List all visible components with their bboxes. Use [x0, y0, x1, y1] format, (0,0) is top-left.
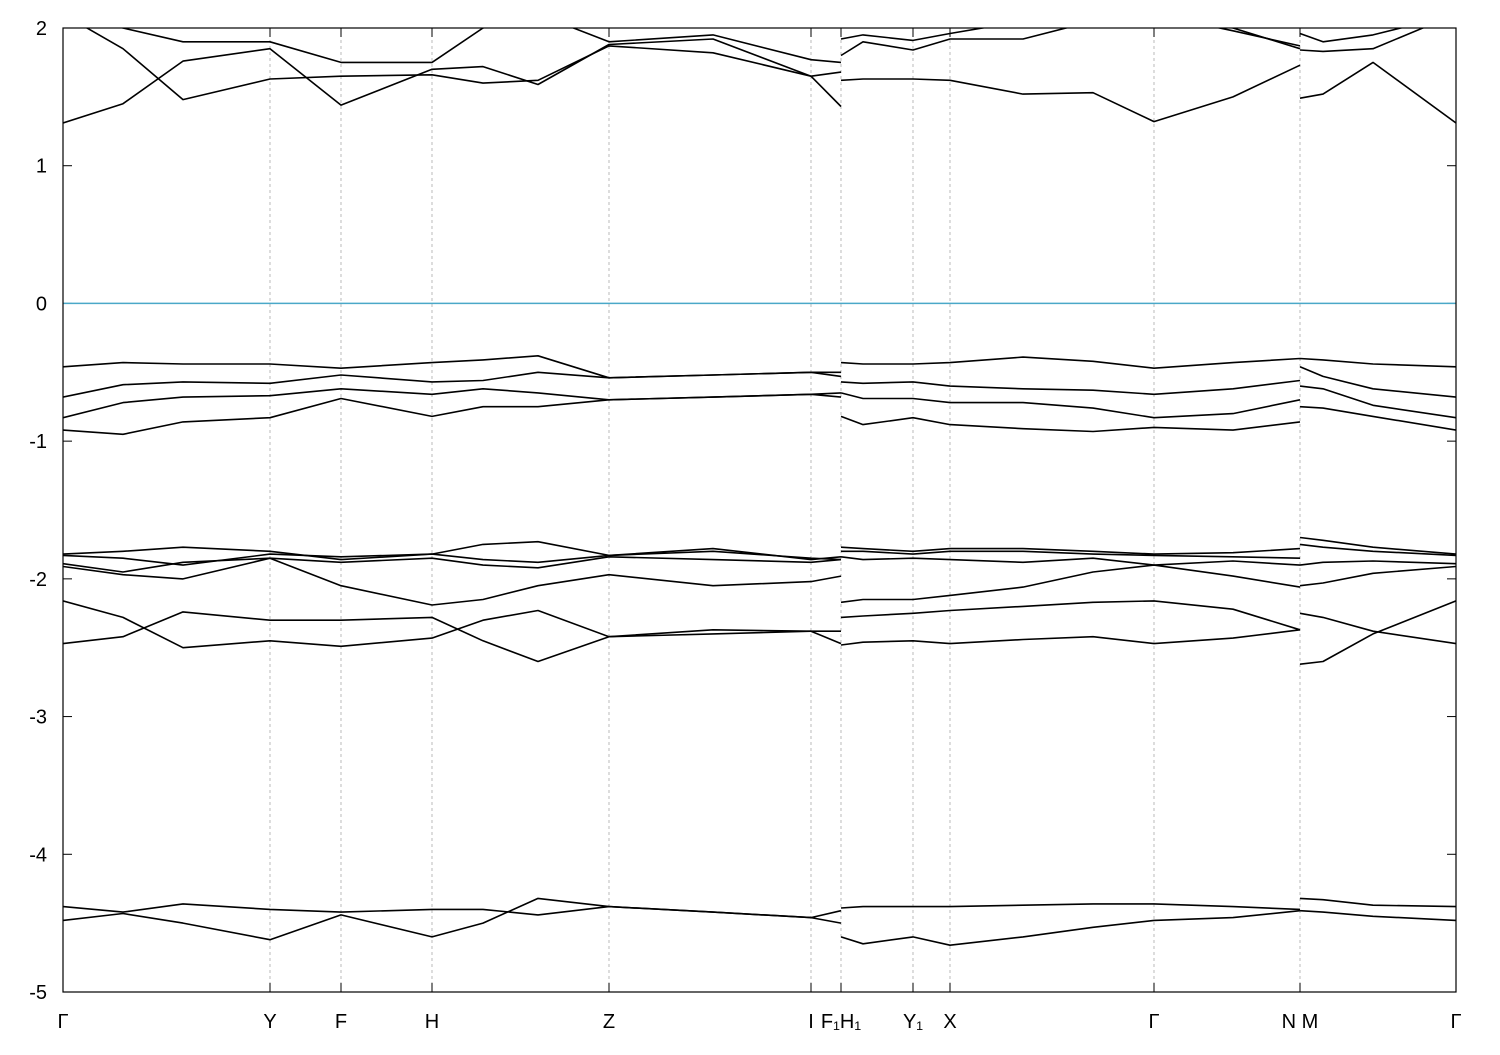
- band-line: [63, 393, 1456, 436]
- band-line: [63, 557, 1456, 606]
- y-tick-label: -4: [29, 844, 47, 866]
- x-tick-label: Y: [263, 1011, 276, 1033]
- band-line: [63, 903, 1456, 924]
- band-line: [63, 556, 1456, 573]
- y-tick-label: 1: [36, 156, 47, 178]
- x-tick-label: Γ: [1450, 1011, 1461, 1033]
- x-tick-label: H: [425, 1011, 439, 1033]
- x-tick-label: F: [335, 1011, 347, 1033]
- band-line: [119, 28, 1404, 64]
- x-tick-label: I: [808, 1011, 814, 1033]
- x-tick-label: Γ: [57, 1011, 68, 1033]
- x-tick-label: Γ: [1148, 1011, 1159, 1033]
- y-tick-label: 2: [36, 18, 47, 40]
- band-line: [63, 611, 1456, 663]
- y-tick-label: -2: [29, 569, 47, 591]
- band-line: [63, 366, 1456, 398]
- plot-frame: [62, 27, 1457, 993]
- x-tick-label: N M: [1282, 1011, 1319, 1033]
- y-tick-label: -5: [29, 982, 47, 1004]
- band-line: [85, 28, 1425, 101]
- band-line: [63, 38, 1456, 124]
- y-tick-label: -1: [29, 431, 47, 453]
- x-tick-label: Z: [603, 1011, 615, 1033]
- x-tick-label: X: [943, 1011, 956, 1033]
- plot-area: [63, 28, 1456, 946]
- x-tick-label: F₁H₁: [821, 1011, 861, 1033]
- y-tick-label: 0: [36, 293, 47, 315]
- y-tick-label: -3: [29, 707, 47, 729]
- band-line: [63, 536, 1456, 561]
- x-tick-label: Y₁: [903, 1011, 923, 1033]
